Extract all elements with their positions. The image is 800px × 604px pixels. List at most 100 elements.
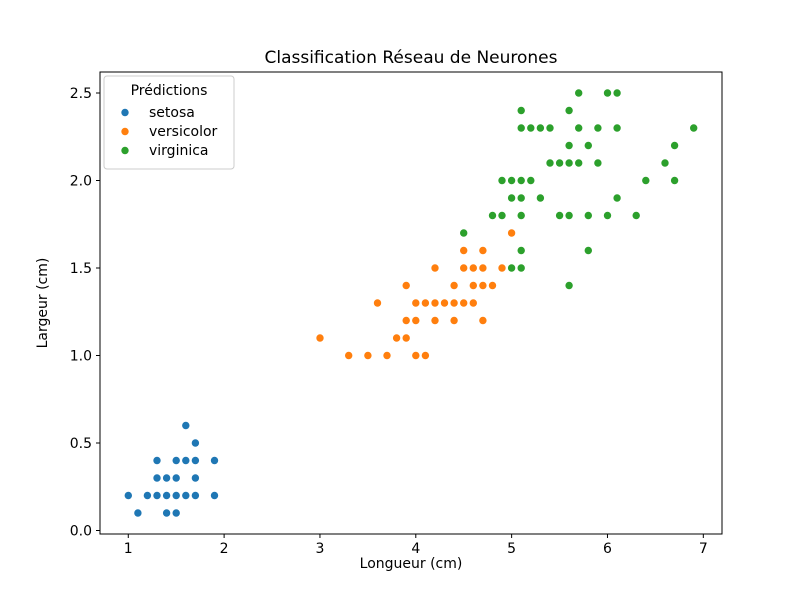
x-tick-label: 3 xyxy=(315,541,324,557)
data-point-versicolor xyxy=(460,299,468,307)
data-point-virginica xyxy=(488,211,497,220)
data-point-virginica xyxy=(575,124,583,132)
data-point-versicolor xyxy=(460,264,468,272)
legend-label-versicolor: versicolor xyxy=(149,124,218,140)
data-point-virginica xyxy=(565,106,573,115)
data-point-setosa xyxy=(162,491,171,500)
data-point-versicolor xyxy=(345,351,353,360)
legend-marker-versicolor xyxy=(121,127,129,136)
data-point-virginica xyxy=(517,264,525,272)
data-point-virginica xyxy=(555,159,564,167)
data-point-virginica xyxy=(670,176,679,185)
data-point-versicolor xyxy=(469,299,477,307)
data-point-versicolor xyxy=(507,229,516,237)
data-point-versicolor xyxy=(479,264,487,272)
data-point-setosa xyxy=(172,509,180,517)
data-point-versicolor xyxy=(460,246,468,255)
data-point-virginica xyxy=(536,124,545,132)
data-point-virginica xyxy=(517,106,525,115)
data-point-virginica xyxy=(565,159,573,167)
legend-marker-setosa xyxy=(121,108,129,117)
x-tick-label: 4 xyxy=(411,541,420,557)
data-point-setosa xyxy=(162,509,171,517)
y-tick-label: 2.0 xyxy=(70,174,92,190)
y-axis-ticks: 0.0 0.5 1.0 1.5 2.0 2.5 xyxy=(70,86,100,540)
data-point-setosa xyxy=(182,456,190,465)
data-point-virginica xyxy=(517,176,525,185)
data-point-versicolor xyxy=(373,299,382,307)
data-point-setosa xyxy=(210,456,219,465)
x-axis-ticks: 1 2 3 4 5 6 7 xyxy=(124,534,708,557)
data-point-virginica xyxy=(575,89,583,97)
y-tick-label: 1.5 xyxy=(70,261,92,277)
data-point-virginica xyxy=(546,159,554,167)
data-point-virginica xyxy=(527,124,535,132)
y-tick-label: 1.0 xyxy=(70,349,92,365)
data-point-virginica xyxy=(613,124,621,132)
legend-title: Prédictions xyxy=(131,83,208,99)
data-point-versicolor xyxy=(479,281,487,290)
data-point-virginica xyxy=(603,211,612,220)
data-point-virginica xyxy=(613,194,621,202)
x-axis-label: Longueur (cm) xyxy=(360,556,463,572)
data-point-setosa xyxy=(162,474,171,482)
data-point-virginica xyxy=(517,246,525,255)
x-tick-label: 5 xyxy=(507,541,516,557)
y-tick-label: 0.5 xyxy=(70,436,92,452)
data-point-virginica xyxy=(507,176,516,185)
data-point-versicolor xyxy=(316,334,324,342)
data-point-setosa xyxy=(143,491,152,500)
data-point-versicolor xyxy=(402,316,410,325)
data-point-versicolor xyxy=(412,351,420,360)
data-point-virginica xyxy=(690,124,698,132)
data-point-versicolor xyxy=(498,264,506,272)
data-point-virginica xyxy=(603,89,612,97)
y-tick-label: 0.0 xyxy=(70,524,92,540)
data-point-setosa xyxy=(210,491,219,500)
data-point-setosa xyxy=(191,474,200,482)
data-point-versicolor xyxy=(469,281,477,290)
x-tick-label: 7 xyxy=(699,541,708,557)
data-point-virginica xyxy=(517,194,525,202)
data-point-virginica xyxy=(642,176,650,185)
data-point-setosa xyxy=(172,491,180,500)
data-point-versicolor xyxy=(402,281,410,290)
data-point-virginica xyxy=(594,159,602,167)
data-point-virginica xyxy=(507,264,516,272)
x-tick-label: 2 xyxy=(220,541,229,557)
legend-box xyxy=(103,75,235,170)
data-point-versicolor xyxy=(450,299,458,307)
data-point-versicolor xyxy=(479,246,487,255)
y-axis-label: Largeur (cm) xyxy=(35,258,51,349)
y-tick-label: 2.5 xyxy=(70,86,92,102)
x-tick-label: 1 xyxy=(124,541,133,557)
data-point-virginica xyxy=(613,89,621,97)
data-point-versicolor xyxy=(469,264,477,272)
data-point-virginica xyxy=(565,211,573,220)
data-point-versicolor xyxy=(440,299,449,307)
data-point-setosa xyxy=(153,456,161,465)
data-point-versicolor xyxy=(421,299,430,307)
data-point-setosa xyxy=(191,439,200,447)
data-point-virginica xyxy=(632,211,640,220)
data-point-setosa xyxy=(182,421,190,430)
x-tick-label: 6 xyxy=(603,541,612,557)
data-point-virginica xyxy=(584,211,592,220)
data-point-setosa xyxy=(182,491,190,500)
data-point-virginica xyxy=(584,246,592,255)
data-point-virginica xyxy=(517,211,525,220)
data-point-setosa xyxy=(172,456,180,465)
axes-frame xyxy=(99,71,723,535)
data-point-setosa xyxy=(191,456,200,465)
data-point-versicolor xyxy=(450,281,458,290)
scatter-points xyxy=(124,89,698,517)
data-point-virginica xyxy=(584,141,592,150)
data-point-virginica xyxy=(460,229,468,237)
data-point-setosa xyxy=(153,491,161,500)
plot-title: Classification Réseau de Neurones xyxy=(264,48,557,68)
data-point-virginica xyxy=(565,281,573,290)
data-point-setosa xyxy=(124,491,132,500)
data-point-versicolor xyxy=(431,264,439,272)
